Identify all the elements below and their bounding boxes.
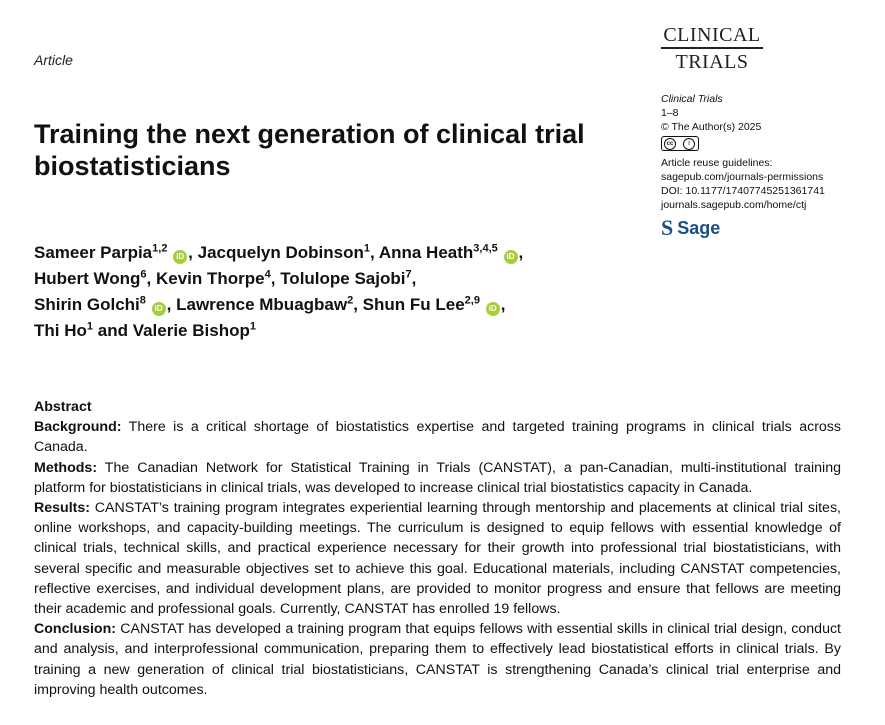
author-name: Thi Ho [34,321,87,340]
author-name: Valerie Bishop [132,321,250,340]
cc-icon: cc [664,137,676,150]
author-affiliation: 7 [405,268,412,281]
author-separator: , [370,243,379,262]
author-separator: , [166,295,177,314]
author-name: Sameer Parpia [34,243,153,262]
page-range: 1–8 [661,107,679,120]
publisher-name: Sage [677,217,721,238]
author-affiliation: 3,4,5 [473,242,498,255]
abstract-section-label: Methods: [34,459,98,476]
author-separator: , [146,269,156,288]
abstract-section-label: Results: [34,500,90,517]
author-affiliation: 1 [363,242,370,255]
abstract-section: Conclusion: CANSTAT has developed a trai… [34,619,841,700]
author-name: Shun Fu Lee [362,295,465,314]
author-separator: , [518,243,524,262]
author-separator: , [353,295,363,314]
author-separator: and [93,321,133,340]
doi[interactable]: DOI: 10.1177/17407745251361741 [661,185,825,198]
author-affiliation: 1 [86,320,94,333]
orcid-icon[interactable]: iD [503,250,518,264]
author-separator: , [500,295,506,314]
abstract-heading: Abstract [34,399,92,415]
abstract-section: Background: There is a critical shortage… [34,417,841,457]
author-name: Tolulope Sajobi [280,269,406,288]
author-name: Anna Heath [378,243,474,262]
abstract-section-label: Background: [34,419,122,436]
author-name: Jacquelyn Dobinson [197,243,364,262]
author-separator: , [188,243,198,262]
journal-logo: CLINICAL TRIALS [661,24,763,73]
cc-license-icon[interactable]: cc i [661,135,871,156]
abstract-section-text: CANSTAT has developed a training program… [34,621,841,698]
author-name: Lawrence Mbuagbaw [176,295,348,314]
reuse-label: Article reuse guidelines: [661,156,773,169]
sage-s-icon: S [661,214,674,240]
author-affiliation: 1,2 [152,242,168,255]
journal-link[interactable]: journals.sagepub.com/home/ctj [661,199,807,212]
author-affiliation: 2,9 [464,294,480,307]
journal-name: Clinical Trials [661,93,723,105]
author-name: Hubert Wong [34,269,141,288]
author-separator: , [411,269,417,288]
permissions-link[interactable]: sagepub.com/journals-permissions [661,171,824,184]
abstract-section-label: Conclusion: [34,621,116,638]
journal-logo-line1: CLINICAL [663,24,761,46]
author-affiliation: 2 [347,294,354,307]
abstract-section: Methods: The Canadian Network for Statis… [34,458,841,498]
author-affiliation: 6 [140,268,147,281]
article-title: Training the next generation of clinical… [34,119,585,181]
author-separator: , [270,269,281,288]
orcid-icon[interactable]: iD [485,302,500,316]
article-meta: Clinical Trials 1–8 © The Author(s) 2025… [661,92,871,239]
author-affiliation: 1 [249,320,256,333]
orcid-icon[interactable]: iD [151,302,166,316]
article-type: Article [34,52,73,68]
publisher-logo: S Sage [661,214,871,240]
orcid-icon[interactable]: iD [173,250,188,264]
author-affiliation: 8 [139,294,146,307]
author-name: Shirin Golchi [34,295,140,314]
abstract-section-text: There is a critical shortage of biostati… [34,419,841,456]
journal-logo-line2: TRIALS [675,51,749,73]
author-name: Kevin Thorpe [155,269,265,288]
attribution-icon: i [683,137,695,150]
abstract: Abstract Background: There is a critical… [34,397,841,700]
author-list: Sameer Parpia1,2 iD, Jacquelyn Dobinson1… [34,240,614,344]
journal-logo-rule [661,47,763,49]
abstract-section-text: The Canadian Network for Statistical Tra… [34,459,841,496]
abstract-section-text: CANSTAT’s training program integrates ex… [34,500,841,618]
author-affiliation: 4 [264,268,271,281]
abstract-section: Results: CANSTAT’s training program inte… [34,498,841,619]
copyright: © The Author(s) 2025 [661,121,762,134]
